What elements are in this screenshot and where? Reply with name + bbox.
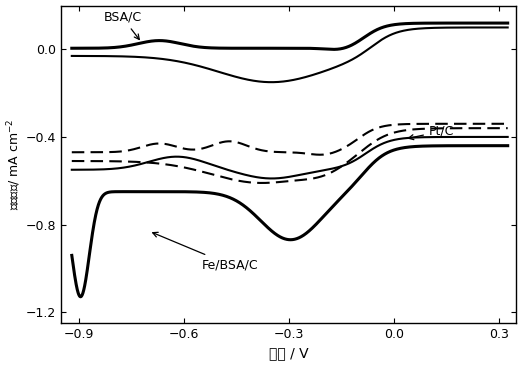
Y-axis label: 电流密度/ mA cm$^{-2}$: 电流密度/ mA cm$^{-2}$ — [6, 119, 23, 210]
X-axis label: 电压 / V: 电压 / V — [269, 347, 309, 361]
Text: BSA/C: BSA/C — [103, 11, 141, 40]
Text: Pt/C: Pt/C — [409, 125, 454, 140]
Text: Fe/BSA/C: Fe/BSA/C — [152, 232, 258, 271]
